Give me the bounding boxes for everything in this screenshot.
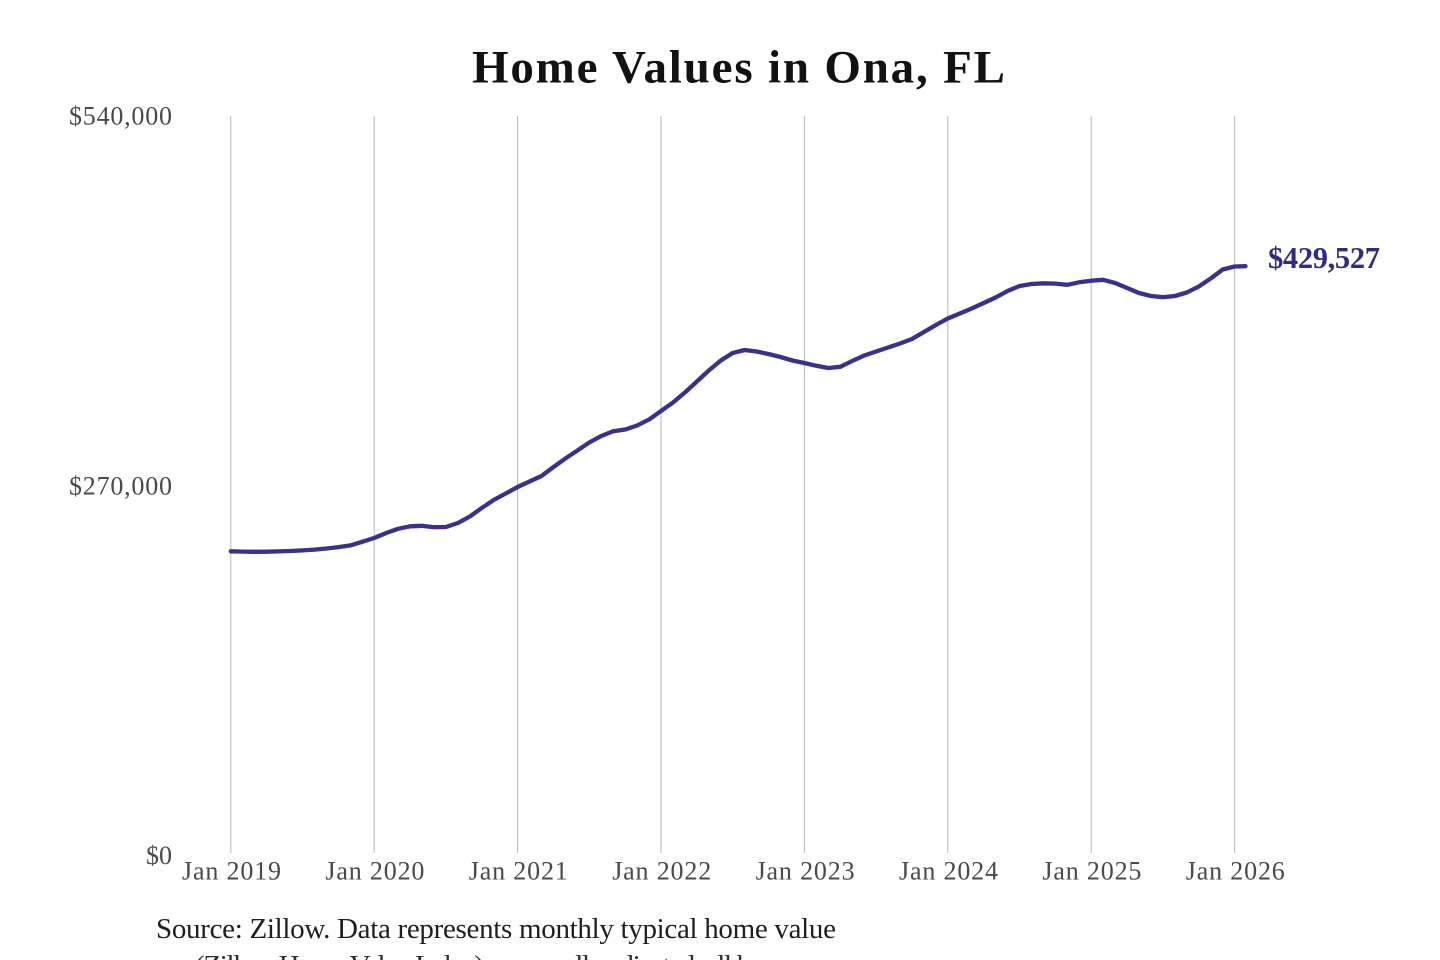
svg-text:Jan 2022: Jan 2022	[612, 857, 711, 886]
svg-text:$540,000: $540,000	[69, 102, 172, 131]
svg-text:Jan 2023: Jan 2023	[756, 857, 855, 886]
svg-text:Jan 2024: Jan 2024	[899, 857, 998, 886]
svg-text:$0: $0	[146, 841, 172, 870]
svg-text:Source: Zillow. Data represent: Source: Zillow. Data represents monthly …	[156, 913, 836, 945]
svg-text:Jan 2021: Jan 2021	[469, 857, 568, 886]
svg-text:(Zillow Home Value Index), sea: (Zillow Home Value Index), seasonally ad…	[195, 950, 807, 960]
svg-text:Home Values in Ona, FL: Home Values in Ona, FL	[472, 42, 1005, 94]
svg-text:$429,527: $429,527	[1268, 241, 1380, 275]
svg-text:$270,000: $270,000	[69, 472, 172, 501]
svg-text:Jan 2026: Jan 2026	[1186, 857, 1285, 886]
svg-text:Jan 2020: Jan 2020	[325, 857, 424, 886]
svg-text:Jan 2025: Jan 2025	[1042, 857, 1141, 886]
svg-text:Jan 2019: Jan 2019	[182, 857, 281, 886]
